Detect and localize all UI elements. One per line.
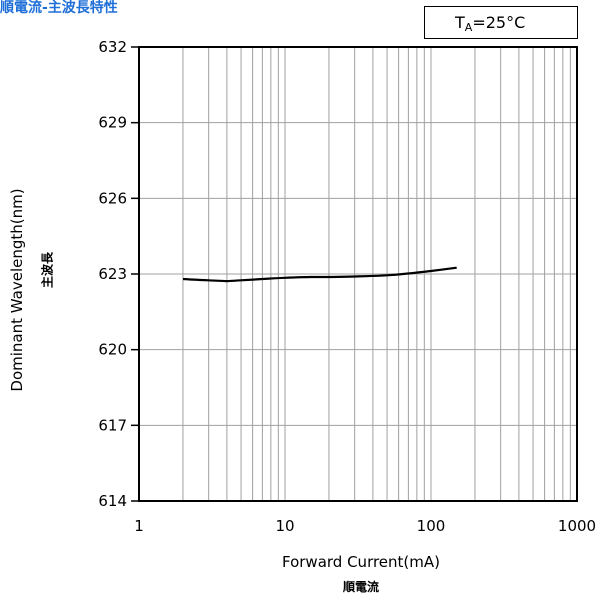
y-tick-label: 614 [98,492,127,510]
condition-box: TA=25°C [424,6,578,39]
y-axis-label-jp: 主波長 [40,251,55,289]
y-tick-label: 623 [98,265,127,283]
chart-title: 順電流-主波長特性 [0,0,118,16]
y-tick-label: 632 [98,38,127,56]
y-tick-label: 620 [98,341,127,359]
condition-label: TA=25°C [455,13,526,34]
x-axis-label: Forward Current(mA) [281,553,441,571]
x-tick-label: 1 [134,517,144,535]
tick-labels: 614 617 620 623 626 629 632 1 10 100 1000 [98,38,596,535]
grid-lines [139,47,577,501]
x-tick-label: 100 [417,517,446,535]
y-axis-label: Dominant Wavelength(nm) [8,188,26,392]
series-line [182,266,457,283]
x-axis-label-jp: 順電流 [342,580,380,594]
x-tick-label: 10 [275,517,294,535]
y-tick-label: 617 [98,416,127,434]
y-tick-label: 626 [98,189,127,207]
y-tick-label: 629 [98,114,127,132]
x-tick-label: 1000 [558,517,596,535]
